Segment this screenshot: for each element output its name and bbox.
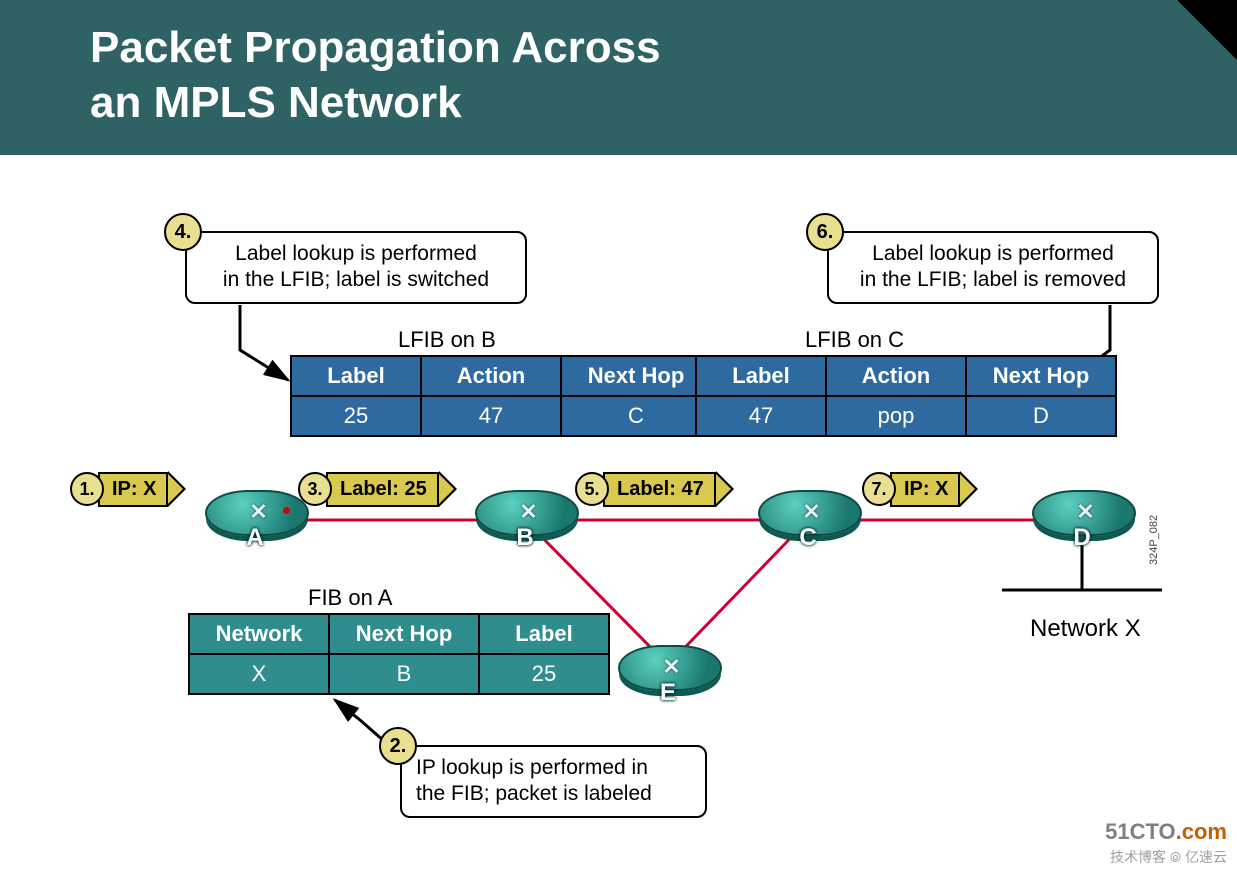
router-b-icon: ✕ B	[475, 490, 575, 548]
step-badge-2: 2.	[379, 727, 417, 765]
step-badge-7: 7.	[862, 472, 896, 506]
lfib-c-table: Label Action Next Hop 47 pop D	[695, 355, 1117, 437]
figure-code: 324P_082	[1148, 515, 1160, 565]
packet-5: 5. Label: 47	[575, 471, 734, 507]
router-c-icon: ✕ C	[758, 490, 858, 548]
packet-7: 7. IP: X	[862, 471, 978, 507]
callout-4: Label lookup is performedin the LFIB; la…	[185, 231, 527, 304]
network-x-label: Network X	[1030, 615, 1141, 643]
step-badge-6: 6.	[806, 213, 844, 251]
packet-1: 1. IP: X	[70, 471, 186, 507]
step-badge-4: 4.	[164, 213, 202, 251]
router-e-icon: ✕ E	[618, 645, 718, 703]
callout-6: Label lookup is performedin the LFIB; la…	[827, 231, 1159, 304]
lfib-b-table: Label Action Next Hop 25 47 C	[290, 355, 712, 437]
title-line-1: Packet Propagation Across	[90, 23, 661, 72]
lfib-b-title: LFIB on B	[398, 327, 496, 353]
fib-a-table: Network Next Hop Label X B 25	[188, 613, 610, 695]
callout-2: IP lookup is performed inthe FIB; packet…	[400, 745, 707, 818]
slide-title: Packet Propagation Across an MPLS Networ…	[90, 20, 1147, 130]
watermark-sub: 技术博客 ⦾ 亿速云	[1110, 847, 1227, 867]
title-line-2: an MPLS Network	[90, 78, 462, 127]
slide-header: Packet Propagation Across an MPLS Networ…	[0, 0, 1237, 155]
step-badge-5: 5.	[575, 472, 609, 506]
diagram-canvas: 4. Label lookup is performedin the LFIB;…	[0, 155, 1237, 875]
fib-a-title: FIB on A	[308, 585, 392, 611]
router-a-icon: ✕ A	[205, 490, 305, 548]
lfib-c-title: LFIB on C	[805, 327, 904, 353]
corner-fold-icon	[1177, 0, 1237, 60]
cursor-dot-icon	[283, 507, 290, 514]
watermark-brand: 51CTO.com	[1105, 819, 1227, 845]
packet-3: 3. Label: 25	[298, 471, 457, 507]
router-d-icon: ✕ D	[1032, 490, 1132, 548]
step-badge-1: 1.	[70, 472, 104, 506]
step-badge-3: 3.	[298, 472, 332, 506]
